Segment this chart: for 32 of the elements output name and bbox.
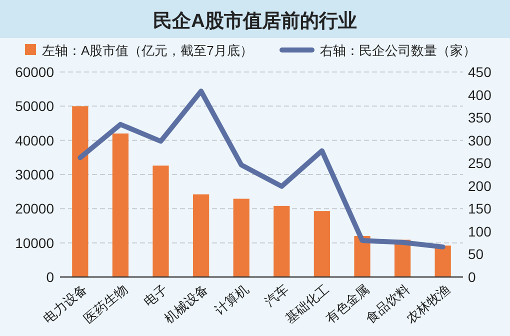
bar: [192, 194, 210, 277]
y-tick-label: 30000: [15, 166, 54, 182]
y2-tick-label: 450: [468, 64, 492, 80]
bar: [152, 166, 169, 277]
x-tick-label: 电子: [141, 281, 171, 310]
bar: [274, 206, 290, 277]
y2-tick-label: 50: [468, 246, 484, 262]
bar: [354, 236, 370, 277]
legend-label: 左轴：A股市值（亿元，截至7月底）: [42, 43, 253, 58]
y2-tick-label: 300: [468, 132, 492, 148]
legend-label: 右轴：民企公司数量（家）: [320, 43, 476, 58]
bar: [233, 198, 250, 277]
bar: [434, 246, 451, 277]
y2-tick-label: 150: [468, 200, 492, 217]
y2-tick-label: 0: [468, 269, 476, 285]
y2-tick-label: 100: [468, 223, 492, 240]
y2-tick-label: 200: [468, 178, 492, 194]
y-tick-label: 40000: [15, 132, 54, 148]
y2-tick-label: 350: [468, 110, 492, 126]
y2-tick-label: 250: [468, 155, 492, 172]
x-tick-label: 汽车: [262, 281, 292, 310]
y-tick-label: 20000: [15, 200, 54, 217]
y-tick-label: 60000: [15, 64, 54, 80]
bar: [112, 134, 129, 277]
bar: [314, 211, 330, 277]
chart-title: 民企A股市值居前的行业: [153, 10, 357, 32]
x-tick-label: 计算机: [212, 281, 252, 318]
y2-tick-label: 400: [468, 86, 492, 103]
y-tick-label: 10000: [15, 234, 54, 251]
y-tick-label: 0: [46, 269, 54, 285]
bar: [72, 106, 88, 277]
y-tick-label: 50000: [15, 98, 54, 114]
